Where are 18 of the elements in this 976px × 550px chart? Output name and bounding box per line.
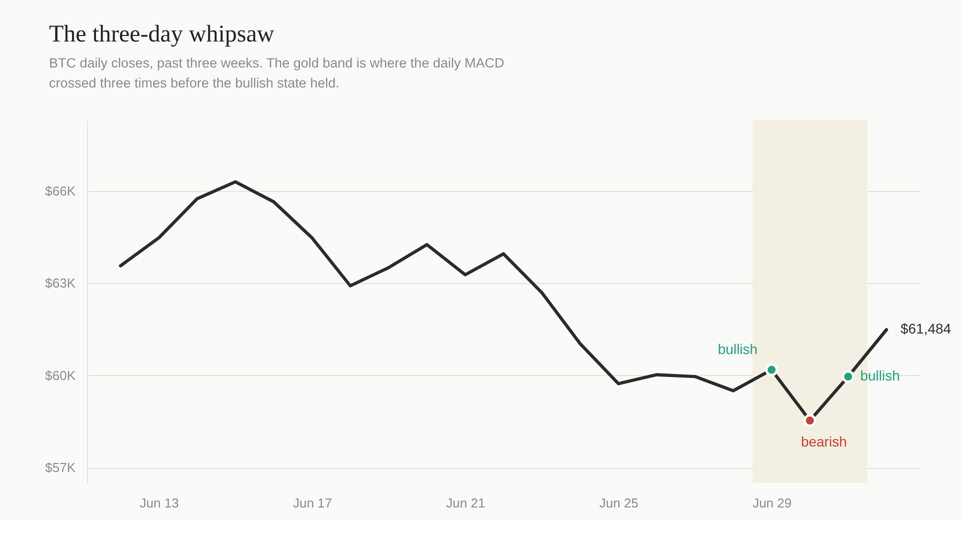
point: [765, 363, 778, 376]
point: [842, 370, 855, 384]
point: [803, 414, 816, 428]
y-tick-label: $57K: [45, 460, 76, 476]
x-tick-label: Jun 21: [446, 496, 486, 510]
x-tick-label: Jun 17: [292, 496, 332, 510]
x-tick-label: Jun 25: [599, 496, 638, 510]
annotation: bearish: [800, 434, 847, 450]
chart-subtitle: BTC daily closes, past three weeks. The gold band is where the daily MACD crossed three times before the bullish state held.: [49, 56, 504, 90]
chart-title: The three-day whipsaw: [49, 22, 275, 48]
y-tick-label: $60K: [45, 368, 76, 383]
x-tick-label: Jun 13: [140, 496, 179, 510]
y-tick-label: $63K: [45, 276, 76, 291]
annotation: bullish: [860, 368, 900, 384]
annotation: bullish: [718, 340, 758, 357]
y-tick-label: $66K: [45, 183, 76, 198]
x-tick-label: Jun 29: [752, 496, 792, 510]
annotation: $61,484: [900, 320, 952, 337]
